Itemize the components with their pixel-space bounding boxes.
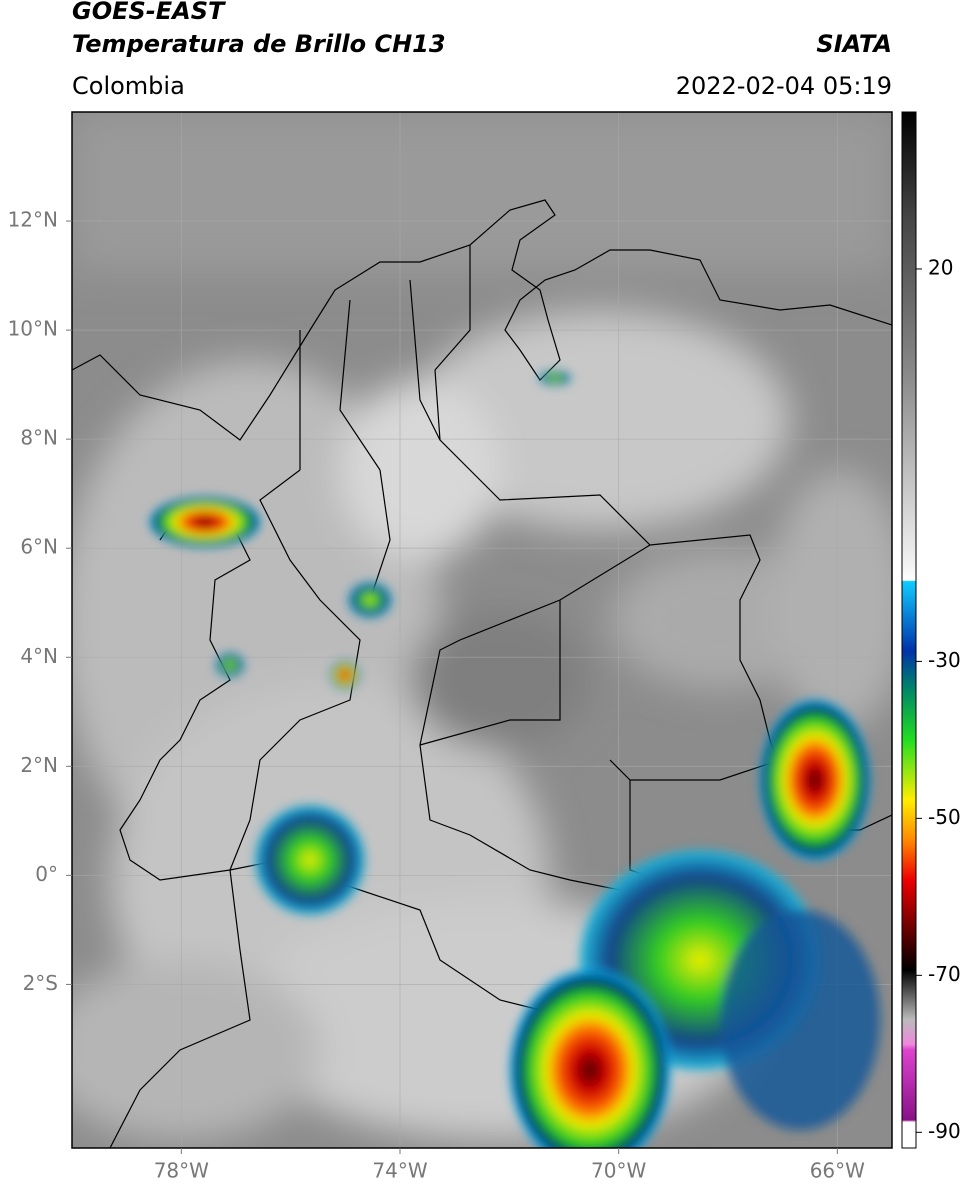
y-tick-label: 8°N [20,426,58,450]
map-frame [71,111,893,1149]
colorbar-tick-label: -50 [928,805,961,829]
source: SIATA [816,30,892,58]
x-tick-label: 70°W [591,1159,646,1183]
subtitle: Temperatura de Brillo CH13 [72,30,446,58]
y-tick-label: 6°N [20,535,58,559]
map-image [72,112,892,1148]
y-tick-label: 0° [35,862,58,886]
x-tick-label: 66°W [810,1159,865,1183]
x-tick-label: 78°W [154,1159,209,1183]
colorbar-tick-label: -90 [928,1119,961,1143]
y-tick-label: 10°N [8,317,58,341]
y-tick-label: 12°N [8,208,58,232]
y-tick-label: 2°N [20,753,58,777]
x-tick-label: 74°W [372,1159,427,1183]
y-tick-label: 2°S [23,971,58,995]
title: GOES-EAST [72,0,226,25]
region: Colombia [72,72,185,100]
convective-cells [150,371,880,1148]
colorbar [901,111,917,1149]
cloud-field [72,112,892,1140]
colorbar-tick-label: -70 [928,962,961,986]
y-tick-label: 4°N [20,644,58,668]
datetime: 2022-02-04 05:19 [676,72,892,100]
colorbar-tick-label: -30 [928,648,961,672]
colorbar-tick-label: 20 [928,255,953,279]
